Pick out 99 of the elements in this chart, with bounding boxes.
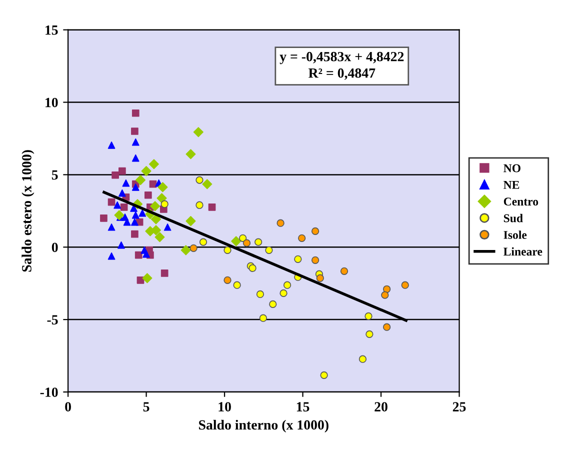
point (131, 218, 138, 226)
y-tick-label: -5 (47, 315, 58, 325)
point (283, 281, 292, 289)
x-tick-label: 20 (374, 402, 388, 412)
point (196, 176, 204, 184)
point (141, 166, 152, 176)
point (233, 281, 241, 289)
y-tick-label: 15 (46, 25, 58, 35)
point (150, 201, 160, 212)
point (118, 167, 126, 175)
point (114, 201, 122, 209)
point (132, 183, 140, 191)
point (131, 128, 138, 135)
y-tick-label: 5 (52, 170, 58, 180)
point (190, 244, 198, 252)
point (239, 234, 247, 242)
point (340, 267, 348, 275)
x-tick-label: 15 (296, 402, 310, 412)
point (180, 245, 191, 256)
point (358, 355, 367, 363)
point (381, 291, 389, 299)
point (142, 273, 152, 284)
point (132, 138, 140, 146)
point (156, 193, 167, 204)
point (112, 171, 119, 179)
y-tick-label: 10 (46, 98, 58, 108)
point (132, 109, 140, 117)
point (265, 246, 273, 254)
point (298, 234, 306, 242)
legend-label: NE (504, 181, 520, 189)
point (114, 210, 124, 220)
point (132, 154, 140, 162)
point (294, 255, 302, 263)
point (269, 300, 277, 308)
point (193, 127, 204, 138)
point (132, 211, 140, 219)
point (382, 285, 391, 293)
point (366, 330, 374, 338)
point (136, 276, 144, 284)
point (142, 250, 150, 258)
point (280, 289, 288, 298)
point (202, 179, 212, 190)
point (316, 274, 324, 282)
point (382, 323, 391, 331)
point (164, 223, 172, 231)
point (311, 227, 320, 236)
point (108, 198, 116, 206)
point (254, 238, 262, 246)
point (148, 159, 159, 170)
point (256, 290, 264, 298)
point (160, 200, 168, 208)
point (224, 246, 232, 254)
point (401, 281, 409, 289)
point (118, 189, 126, 197)
point (199, 238, 208, 246)
point (120, 203, 128, 211)
legend-label: NO (504, 164, 520, 172)
legend-label: Lineare (504, 247, 542, 256)
point (158, 182, 168, 192)
x-tick-label: 5 (143, 402, 150, 412)
point (224, 276, 232, 284)
point (208, 203, 216, 211)
point (149, 180, 157, 188)
point (150, 214, 162, 224)
point (134, 251, 142, 259)
point (231, 236, 242, 246)
point (186, 149, 196, 160)
point (108, 223, 116, 231)
point (108, 141, 116, 149)
point (364, 312, 372, 320)
point (131, 230, 138, 238)
legend-label: Centro (504, 198, 538, 206)
point (138, 209, 146, 217)
point (276, 219, 284, 227)
point (242, 239, 251, 247)
point (160, 270, 168, 277)
point (100, 214, 108, 222)
x-tick-label: 0 (65, 402, 71, 412)
y-axis-title: Saldo estero (x 1000) (22, 150, 34, 272)
point (122, 179, 130, 187)
point (154, 232, 165, 242)
x-tick-label: 25 (452, 402, 466, 412)
point (135, 175, 146, 186)
legend-label: Isole (504, 230, 527, 239)
point (118, 241, 125, 249)
point (108, 252, 116, 260)
annotation: y = -0,4583x + 4,8422 (280, 52, 404, 64)
x-tick-label: 10 (218, 402, 231, 412)
legend-label: Sud (504, 214, 523, 222)
point (311, 256, 320, 264)
y-tick-label: 0 (52, 242, 58, 252)
point (144, 191, 152, 199)
point (259, 314, 268, 322)
point (196, 201, 204, 209)
point (186, 216, 196, 226)
annotation: R² = 0,4847 (308, 68, 376, 80)
y-tick-label: -10 (40, 388, 58, 397)
point (320, 371, 328, 380)
x-axis-title: Saldo interno (x 1000) (199, 420, 328, 432)
